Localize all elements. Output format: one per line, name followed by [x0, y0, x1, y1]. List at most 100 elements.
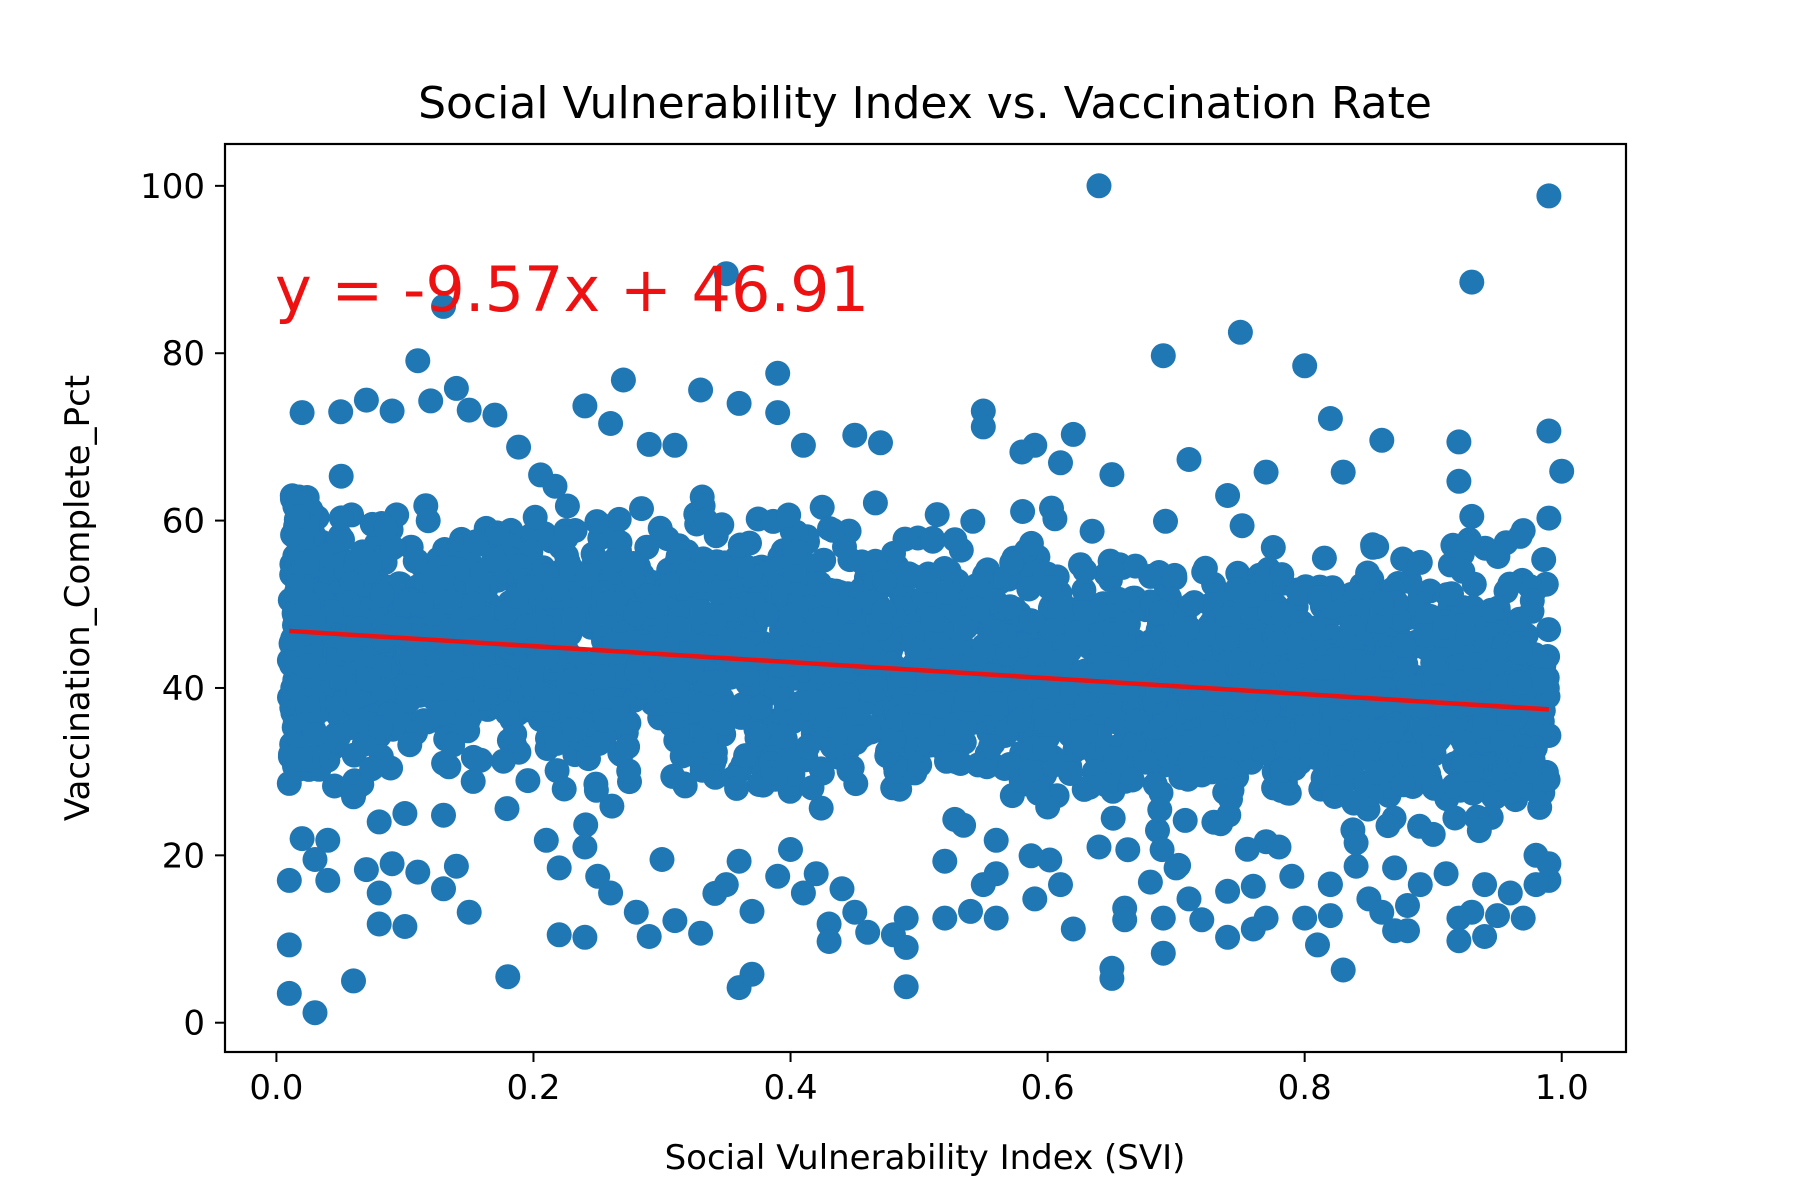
data-point — [573, 812, 599, 838]
data-point — [1456, 527, 1482, 553]
data-point — [713, 872, 739, 898]
data-point — [1179, 756, 1205, 782]
data-point — [1048, 872, 1073, 898]
data-point — [649, 847, 675, 872]
data-point — [1369, 590, 1395, 616]
data-point — [366, 809, 392, 835]
data-point — [1355, 654, 1381, 679]
data-point — [379, 398, 405, 424]
data-point — [1317, 406, 1343, 431]
regression-line — [289, 628, 1550, 712]
data-point — [1018, 530, 1044, 556]
data-point — [1060, 916, 1086, 942]
data-point — [942, 527, 968, 553]
data-point — [1036, 575, 1062, 601]
data-point — [917, 689, 943, 715]
data-point — [705, 579, 731, 605]
data-point — [623, 899, 649, 925]
data-point — [459, 618, 484, 644]
data-point — [1349, 715, 1375, 741]
data-point — [1115, 837, 1141, 863]
data-point — [1253, 905, 1279, 931]
data-point — [739, 961, 765, 987]
data-point — [1375, 813, 1401, 839]
data-point — [1459, 899, 1485, 925]
data-point — [892, 526, 918, 552]
data-point — [776, 502, 802, 528]
data-point — [1048, 450, 1073, 476]
data-point — [1279, 863, 1305, 889]
data-point — [494, 700, 520, 726]
data-point — [983, 905, 1009, 931]
data-point — [790, 880, 816, 906]
regression-equation: y = -9.57x + 46.91 — [275, 253, 869, 326]
data-point — [904, 638, 930, 664]
data-point — [726, 848, 752, 874]
data-point — [953, 615, 979, 641]
data-point — [562, 717, 588, 743]
data-point — [893, 905, 919, 931]
points-layer — [276, 173, 1575, 1026]
data-point — [543, 577, 569, 603]
data-point — [842, 422, 868, 448]
data-point — [1322, 784, 1348, 809]
data-point — [417, 676, 443, 702]
x-axis: 0.0 0.2 0.4 0.6 0.8 1.0 — [249, 1052, 1589, 1108]
data-point — [1523, 872, 1549, 898]
data-point — [696, 670, 722, 696]
data-point — [765, 400, 791, 426]
data-point — [1238, 628, 1263, 654]
data-point — [1407, 872, 1433, 898]
data-point — [546, 922, 572, 948]
data-point — [1176, 886, 1202, 912]
data-point — [1100, 805, 1126, 831]
data-point — [341, 968, 366, 994]
data-point — [482, 664, 508, 689]
data-point — [1047, 594, 1073, 620]
data-point — [1265, 630, 1291, 656]
data-point — [1458, 756, 1484, 782]
data-point — [1292, 905, 1318, 931]
data-point — [934, 579, 960, 605]
data-point — [1269, 757, 1295, 783]
data-point — [405, 859, 431, 885]
data-point — [636, 431, 662, 457]
data-point — [328, 463, 354, 489]
data-point — [559, 693, 585, 719]
data-point — [1407, 549, 1433, 575]
y-tick-label: 0 — [183, 1004, 205, 1044]
data-point — [553, 525, 579, 551]
x-tick-label: 0.2 — [506, 1068, 560, 1108]
data-point — [1145, 678, 1170, 704]
data-point — [872, 569, 898, 594]
data-point — [1027, 638, 1053, 664]
data-point — [847, 724, 873, 750]
data-point — [1018, 758, 1044, 784]
data-point — [431, 802, 456, 828]
data-point — [689, 757, 715, 783]
data-point — [1528, 668, 1554, 694]
data-point — [326, 527, 351, 553]
data-point — [1393, 651, 1419, 677]
data-point — [1092, 652, 1118, 677]
data-point — [495, 964, 521, 990]
data-point — [598, 411, 624, 436]
data-point — [765, 863, 791, 889]
data-point — [1395, 918, 1420, 944]
data-point — [1149, 599, 1175, 625]
data-point — [713, 261, 739, 287]
x-tick-label: 0.6 — [1021, 1068, 1075, 1108]
data-point — [328, 399, 354, 425]
data-point — [803, 861, 829, 887]
data-point — [431, 293, 456, 319]
data-point — [1433, 861, 1459, 887]
data-point — [842, 899, 868, 925]
data-point — [1446, 468, 1472, 494]
data-point — [572, 924, 598, 950]
data-point — [1174, 616, 1200, 642]
data-point — [456, 899, 482, 925]
data-point — [1010, 499, 1036, 524]
y-tick-label: 40 — [162, 669, 205, 709]
data-point — [289, 826, 315, 852]
